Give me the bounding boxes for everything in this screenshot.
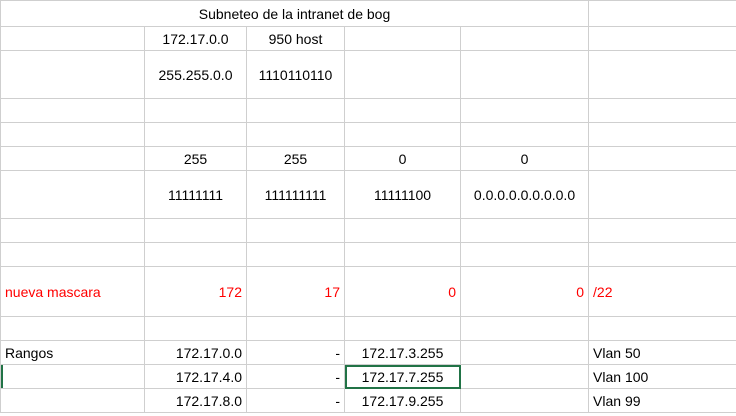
cell-ranges-label[interactable]: Rangos [0, 340, 145, 365]
cell-d11[interactable] [344, 316, 461, 341]
cell-b11[interactable] [144, 316, 247, 341]
cell-binary-1[interactable]: 11111111 [144, 170, 247, 219]
cell-c4[interactable] [246, 98, 345, 123]
cell-f6[interactable] [588, 146, 736, 171]
cell-binary-4[interactable]: 0.0.0.0.0.0.0.0.0 [459, 170, 590, 219]
cell-a4[interactable] [0, 98, 145, 123]
cell-range-2-start[interactable]: 172.17.4.0 [144, 364, 247, 389]
table-row: 255.255.0.0 1110110110 [0, 50, 736, 99]
cell-f7[interactable] [588, 170, 736, 219]
table-row [0, 242, 736, 267]
cell-d3[interactable] [344, 50, 461, 99]
cell-e14[interactable] [459, 388, 590, 413]
cell-b5[interactable] [144, 122, 247, 147]
cell-d8[interactable] [344, 218, 461, 243]
cell-d5[interactable] [344, 122, 461, 147]
cell-d9[interactable] [344, 242, 461, 267]
cell-e5[interactable] [459, 122, 590, 147]
cell-f3[interactable] [588, 50, 736, 99]
table-row: 172.17.0.0 950 host [0, 26, 736, 51]
cell-f11[interactable] [588, 316, 736, 341]
table-row: 172.17.4.0 - 172.17.7.255 Vlan 100 [0, 364, 736, 389]
cell-range-2-dash[interactable]: - [246, 364, 345, 389]
cell-a8[interactable] [0, 218, 145, 243]
table-row: Rangos 172.17.0.0 - 172.17.3.255 Vlan 50 [0, 340, 736, 365]
cell-binary-2[interactable]: 111111111 [246, 170, 345, 219]
cell-range-3-start[interactable]: 172.17.8.0 [144, 388, 247, 413]
cell-octet-4[interactable]: 0 [459, 146, 590, 171]
cell-a11[interactable] [0, 316, 145, 341]
cell-a7[interactable] [0, 170, 145, 219]
cell-range-3-dash[interactable]: - [246, 388, 345, 413]
cell-new-mask-octet-4[interactable]: 0 [459, 266, 590, 317]
cell-octet-3[interactable]: 0 [344, 146, 461, 171]
cell-a9[interactable] [0, 242, 145, 267]
cell-e4[interactable] [459, 98, 590, 123]
cell-new-mask-octet-1[interactable]: 172 [144, 266, 247, 317]
cell-b4[interactable] [144, 98, 247, 123]
table-row [0, 316, 736, 341]
cell-a6[interactable] [0, 146, 145, 171]
cell-a2[interactable] [0, 26, 145, 51]
table-row: 11111111 111111111 11111100 0.0.0.0.0.0.… [0, 170, 736, 219]
cell-octet-1[interactable]: 255 [144, 146, 247, 171]
cell-new-mask-label[interactable]: nueva mascara [0, 266, 145, 317]
cell-e2[interactable] [459, 26, 590, 51]
cell-c5[interactable] [246, 122, 345, 147]
cell-range-2-end[interactable]: 172.17.7.255 [344, 364, 461, 389]
cell-new-mask-octet-2[interactable]: 17 [246, 266, 345, 317]
cell-range-1-vlan[interactable]: Vlan 50 [588, 340, 736, 365]
cell-host-binary[interactable]: 1110110110 [246, 50, 345, 99]
cell-f9[interactable] [588, 242, 736, 267]
table-row: nueva mascara 172 17 0 0 /22 [0, 266, 736, 317]
cell-octet-2[interactable]: 255 [246, 146, 345, 171]
cell-f4[interactable] [588, 98, 736, 123]
cell-host-count[interactable]: 950 host [246, 26, 345, 51]
cell-a13[interactable] [0, 364, 145, 389]
table-row: 255 255 0 0 [0, 146, 736, 171]
cell-new-mask-octet-3[interactable]: 0 [344, 266, 461, 317]
table-row [0, 218, 736, 243]
cell-e13[interactable] [459, 364, 590, 389]
cell-c8[interactable] [246, 218, 345, 243]
cell-f2[interactable] [588, 26, 736, 51]
cell-e12[interactable] [459, 340, 590, 365]
title-row: Subneteo de la intranet de bog [0, 0, 736, 27]
cell-range-3-end[interactable]: 172.17.9.255 [344, 388, 461, 413]
cell-range-1-dash[interactable]: - [246, 340, 345, 365]
table-title[interactable]: Subneteo de la intranet de bog [0, 0, 590, 27]
cell-new-mask-prefix[interactable]: /22 [588, 266, 736, 317]
cell-range-2-vlan[interactable]: Vlan 100 [588, 364, 736, 389]
cell-b9[interactable] [144, 242, 247, 267]
cell-range-3-vlan[interactable]: Vlan 99 [588, 388, 736, 413]
cell-f1[interactable] [588, 0, 736, 27]
cell-d2[interactable] [344, 26, 461, 51]
cell-c9[interactable] [246, 242, 345, 267]
cell-a3[interactable] [0, 50, 145, 99]
cell-a14[interactable] [0, 388, 145, 413]
cell-binary-3[interactable]: 11111100 [344, 170, 461, 219]
cell-c11[interactable] [246, 316, 345, 341]
cell-e9[interactable] [459, 242, 590, 267]
cell-b8[interactable] [144, 218, 247, 243]
cell-range-1-end[interactable]: 172.17.3.255 [344, 340, 461, 365]
cell-range-1-start[interactable]: 172.17.0.0 [144, 340, 247, 365]
cell-network-address[interactable]: 172.17.0.0 [144, 26, 247, 51]
cell-e3[interactable] [459, 50, 590, 99]
cell-d4[interactable] [344, 98, 461, 123]
cell-f8[interactable] [588, 218, 736, 243]
cell-e11[interactable] [459, 316, 590, 341]
cell-default-mask[interactable]: 255.255.0.0 [144, 50, 247, 99]
table-row [0, 122, 736, 147]
cell-a5[interactable] [0, 122, 145, 147]
table-row: 172.17.8.0 - 172.17.9.255 Vlan 99 [0, 388, 736, 413]
table-row [0, 98, 736, 123]
cell-e8[interactable] [459, 218, 590, 243]
cell-f5[interactable] [588, 122, 736, 147]
